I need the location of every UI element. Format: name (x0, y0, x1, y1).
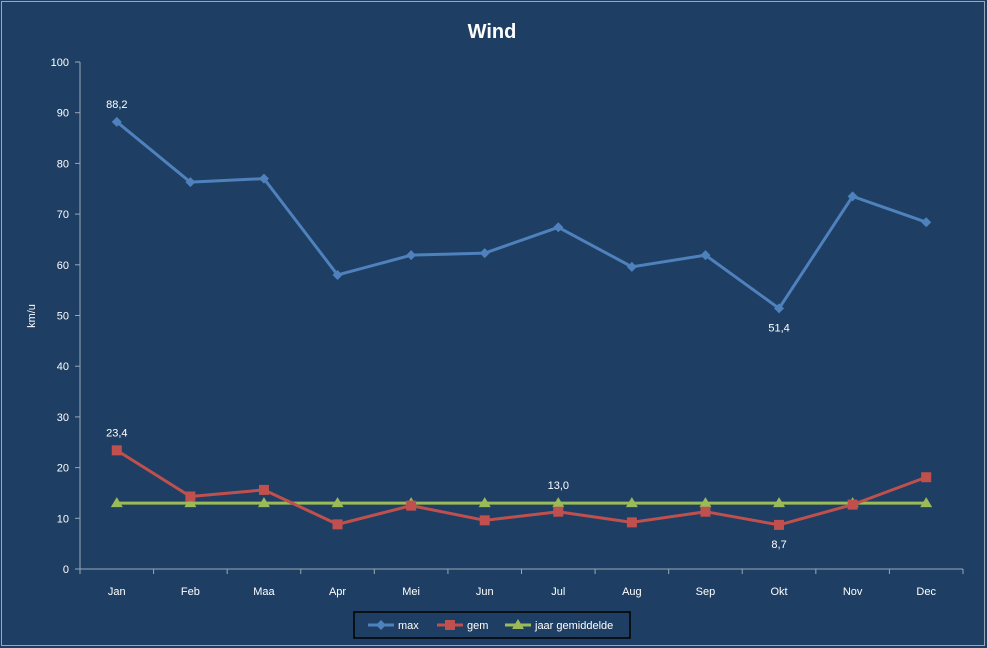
data-point[interactable] (111, 445, 122, 456)
data-point[interactable] (552, 497, 565, 508)
x-tick-label: Apr (329, 586, 346, 598)
series-line (115, 120, 927, 310)
data-point[interactable] (257, 497, 270, 508)
data-label: 51,4 (768, 322, 789, 334)
legend-label: max (398, 620, 419, 632)
data-point[interactable] (332, 519, 343, 530)
series-max (111, 116, 932, 314)
series-gem (111, 445, 932, 530)
legend-swatch-marker[interactable] (512, 619, 524, 629)
x-tick-label: Maa (253, 586, 275, 598)
x-tick-label: Dec (916, 586, 936, 598)
legend-label: jaar gemiddelde (534, 620, 613, 632)
data-point[interactable] (553, 506, 564, 517)
series-line (115, 449, 927, 527)
axes: 0 10 20 30 40 50 60 70 80 90 100 Jan Feb Maa Apr Mei Jun… (51, 57, 964, 598)
legend-label: gem (467, 620, 488, 632)
data-point[interactable] (774, 303, 785, 314)
x-tick-label: Jul (551, 586, 565, 598)
legend-swatch-marker[interactable] (445, 620, 455, 630)
x-tick-label: Nov (843, 586, 863, 598)
data-point[interactable] (332, 269, 343, 280)
chart-title: Wind (468, 21, 517, 43)
data-point[interactable] (699, 497, 712, 508)
y-tick-label: 50 (57, 311, 69, 323)
x-tick-label: Aug (622, 586, 642, 598)
legend-item-gem[interactable]: gem (437, 620, 488, 632)
data-point[interactable] (847, 191, 858, 202)
data-labels: 88,2 51,4 23,4 8,7 13,0 (106, 99, 790, 551)
data-point[interactable] (921, 472, 932, 483)
data-point[interactable] (478, 497, 491, 508)
x-tick-label: Sep (696, 586, 716, 598)
x-tick-label: Jan (108, 586, 126, 598)
data-point[interactable] (774, 519, 785, 530)
data-point[interactable] (111, 116, 122, 127)
x-tick-label: Mei (402, 586, 420, 598)
data-point[interactable] (920, 497, 933, 508)
y-tick-label: 100 (51, 57, 69, 69)
data-point[interactable] (625, 497, 638, 508)
y-tick-label: 70 (57, 209, 69, 221)
data-point[interactable] (626, 261, 637, 272)
data-point[interactable] (626, 517, 637, 528)
data-point[interactable] (258, 173, 269, 184)
data-label: 13,0 (548, 480, 569, 492)
y-tick-label: 90 (57, 108, 69, 120)
y-tick-label: 80 (57, 158, 69, 170)
y-tick-label: 60 (57, 260, 69, 272)
data-point[interactable] (773, 497, 786, 508)
data-point[interactable] (700, 250, 711, 261)
data-point[interactable] (184, 497, 197, 508)
data-point[interactable] (700, 506, 711, 517)
data-label: 8,7 (771, 539, 786, 551)
data-point[interactable] (110, 497, 123, 508)
y-axis-label: km/u (26, 304, 38, 328)
data-point[interactable] (406, 500, 417, 511)
data-point[interactable] (921, 217, 932, 228)
legend-box (353, 611, 631, 639)
data-point[interactable] (331, 497, 344, 508)
data-label: 88,2 (106, 99, 127, 111)
data-label: 23,4 (106, 427, 127, 439)
series-layer (110, 116, 933, 530)
y-tick-label: 20 (57, 463, 69, 475)
x-tick-label: Feb (181, 586, 200, 598)
legend-item-max[interactable]: max (368, 620, 419, 632)
y-tick-label: 0 (63, 564, 69, 576)
data-point[interactable] (185, 177, 196, 188)
legend[interactable]: max gem jaar gemiddelde (353, 611, 631, 639)
y-tick-label: 30 (57, 412, 69, 424)
x-tick-label: Jun (476, 586, 494, 598)
y-tick-label: 10 (57, 513, 69, 525)
legend-swatch-marker[interactable] (376, 620, 386, 630)
data-point[interactable] (553, 222, 564, 233)
data-point[interactable] (258, 484, 269, 495)
legend-item-jaar-gemiddelde[interactable]: jaar gemiddelde (505, 619, 613, 632)
x-tick-label: Okt (770, 586, 787, 598)
data-point[interactable] (406, 250, 417, 261)
data-point[interactable] (847, 499, 858, 510)
data-point[interactable] (479, 248, 490, 259)
y-tick-label: 40 (57, 361, 69, 373)
data-point[interactable] (185, 491, 196, 502)
data-point[interactable] (479, 515, 490, 526)
